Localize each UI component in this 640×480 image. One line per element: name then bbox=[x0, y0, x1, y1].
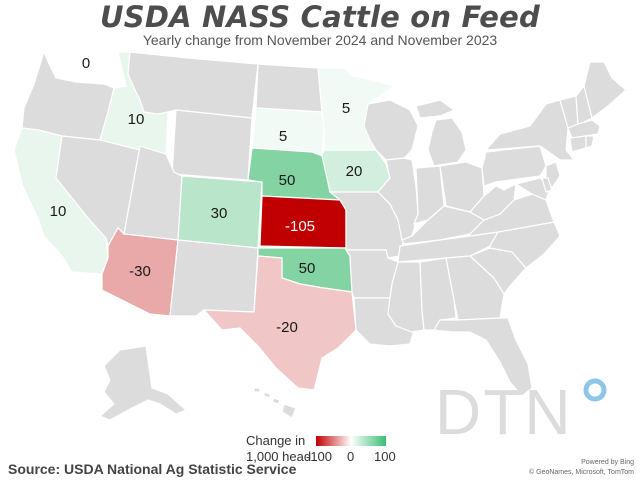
label-OK: 50 bbox=[299, 260, 316, 277]
state-DE bbox=[541, 177, 553, 193]
dtn-logo-accent-icon bbox=[583, 378, 607, 402]
state-WV bbox=[469, 182, 517, 221]
label-CA: 10 bbox=[50, 203, 67, 220]
state-CT bbox=[569, 135, 587, 153]
legend-max: 100 bbox=[374, 449, 396, 464]
label-IA: 20 bbox=[346, 163, 363, 180]
map-title: USDA NASS Cattle on Feed bbox=[100, 0, 540, 34]
source-note: Source: USDA National Ag Statistic Servi… bbox=[8, 461, 297, 477]
map-attribution: © GeoNames, Microsoft, TomTom bbox=[529, 469, 634, 476]
state-NH bbox=[575, 84, 593, 125]
state-WY bbox=[171, 109, 253, 181]
state-RI bbox=[585, 135, 595, 149]
powered-by: Powered by Bing bbox=[581, 459, 634, 466]
label-NE: 50 bbox=[279, 172, 296, 189]
map-subtitle: Yearly change from November 2024 and Nov… bbox=[142, 32, 498, 48]
state-ME bbox=[583, 61, 627, 120]
legend-min: -100 bbox=[306, 449, 333, 464]
state-MD bbox=[514, 177, 551, 201]
legend-mid: 0 bbox=[347, 449, 355, 464]
state-PA bbox=[481, 145, 547, 187]
state-MT bbox=[127, 51, 259, 119]
label-KS: -105 bbox=[285, 218, 315, 235]
label-ID: 10 bbox=[128, 111, 145, 128]
label-TX: -20 bbox=[276, 319, 298, 336]
state-MI bbox=[415, 99, 467, 167]
label-WA: 0 bbox=[82, 55, 90, 72]
state-NY bbox=[484, 99, 576, 161]
state-NM bbox=[169, 239, 259, 317]
dtn-logo: DTN bbox=[435, 376, 607, 444]
state-ND bbox=[255, 63, 323, 113]
legend-unit: 1,000 head bbox=[246, 449, 312, 464]
label-MN: 5 bbox=[342, 100, 350, 117]
legend-color-bar bbox=[316, 436, 386, 446]
label-SD: 5 bbox=[279, 128, 287, 145]
legend-title: Change in bbox=[246, 433, 306, 448]
state-FL bbox=[433, 317, 533, 397]
dtn-logo-text: DTN bbox=[435, 376, 573, 444]
state-TX bbox=[202, 255, 357, 391]
label-AZ: -30 bbox=[129, 263, 151, 280]
state-AK bbox=[98, 345, 188, 421]
state-HI bbox=[253, 387, 297, 419]
label-CO: 30 bbox=[211, 205, 228, 222]
